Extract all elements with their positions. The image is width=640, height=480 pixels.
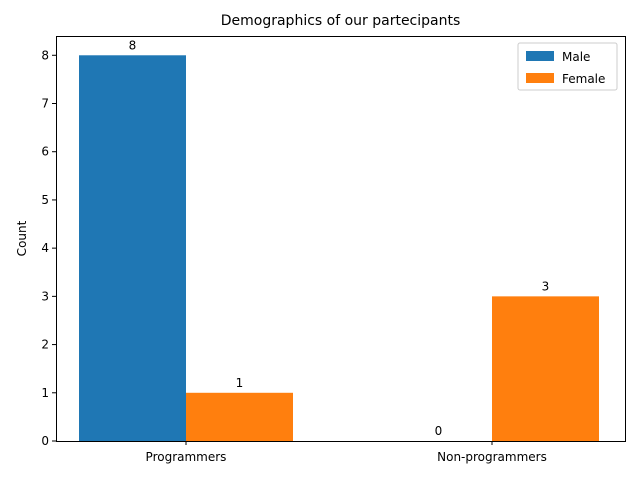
x-tick-label: Programmers <box>146 450 227 464</box>
data-label: 1 <box>236 376 244 390</box>
bar-female-1 <box>492 296 599 441</box>
y-tick-label: 7 <box>41 97 49 111</box>
legend: Male Female <box>517 42 618 91</box>
plot-frame <box>56 36 626 442</box>
data-label: 0 <box>435 424 443 438</box>
legend-swatch <box>526 51 554 61</box>
data-label: 8 <box>129 38 137 52</box>
data-labels-group: 8 1 0 3 <box>129 38 550 438</box>
x-tick-label: Non-programmers <box>437 450 547 464</box>
y-tick-label: 0 <box>41 434 49 448</box>
chart-title: Demographics of our partecipants <box>221 13 461 29</box>
bars-group <box>79 55 599 442</box>
y-axis-label: Count <box>15 220 29 256</box>
y-tick-label: 8 <box>41 48 49 62</box>
y-tick-label: 6 <box>41 145 49 159</box>
data-label: 3 <box>542 279 550 293</box>
bar-male-0 <box>79 55 186 442</box>
y-axis: 0 1 2 3 4 5 6 7 8 <box>41 48 56 448</box>
legend-label: Male <box>562 50 590 64</box>
x-axis: Programmers Non-programmers <box>146 441 547 464</box>
legend-label: Female <box>562 72 605 86</box>
legend-swatch <box>526 73 554 83</box>
bar-female-0 <box>186 392 293 441</box>
y-tick-label: 4 <box>41 241 49 255</box>
y-tick-label: 1 <box>41 386 49 400</box>
y-tick-label: 5 <box>41 193 49 207</box>
y-tick-label: 3 <box>41 289 49 303</box>
y-tick-label: 2 <box>41 338 49 352</box>
